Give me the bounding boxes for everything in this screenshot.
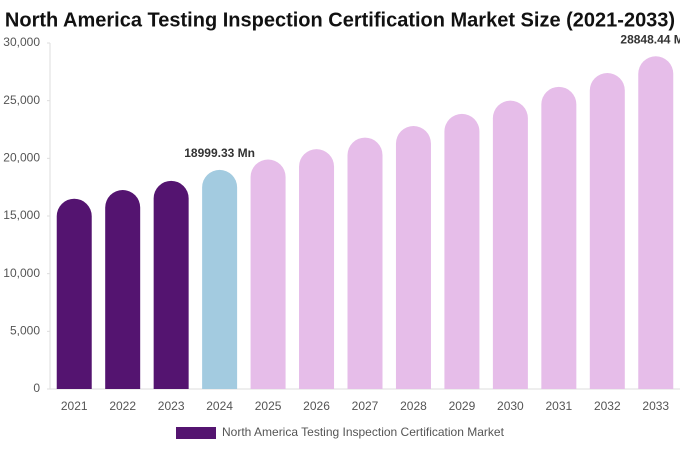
y-tick-label: 15,000	[3, 208, 40, 222]
bar	[105, 190, 141, 389]
x-tick-label: 2028	[400, 399, 427, 413]
x-tick-label: 2023	[158, 399, 185, 413]
bar	[299, 149, 335, 389]
x-tick-label: 2027	[352, 399, 379, 413]
y-tick-label: 0	[33, 381, 40, 395]
data-label: 18999.33 Mn	[184, 146, 255, 160]
y-tick-label: 30,000	[3, 35, 40, 49]
x-tick-label: 2024	[206, 399, 233, 413]
y-tick-label: 10,000	[3, 266, 40, 280]
bar	[153, 180, 189, 389]
bar	[347, 137, 383, 389]
x-tick-label: 2022	[109, 399, 136, 413]
chart-title: North America Testing Inspection Certifi…	[5, 9, 675, 31]
x-tick-label: 2029	[449, 399, 476, 413]
x-tick-label: 2031	[545, 399, 572, 413]
bar	[395, 126, 431, 389]
x-tick-label: 2033	[642, 399, 669, 413]
bar	[589, 72, 625, 389]
x-tick-label: 2021	[61, 399, 88, 413]
y-tick-label: 5,000	[10, 324, 40, 338]
bar	[541, 86, 577, 390]
bar	[250, 159, 286, 389]
bar	[56, 198, 92, 389]
bar	[638, 56, 674, 390]
bar	[444, 113, 480, 389]
x-tick-label: 2032	[594, 399, 621, 413]
legend-label: North America Testing Inspection Certifi…	[222, 425, 505, 439]
y-tick-label: 25,000	[3, 93, 40, 107]
x-tick-label: 2026	[303, 399, 330, 413]
x-tick-label: 2030	[497, 399, 524, 413]
bar	[492, 100, 528, 389]
data-label: 28848.44 Mn	[620, 32, 680, 46]
x-tick-label: 2025	[255, 399, 282, 413]
y-tick-label: 20,000	[3, 151, 40, 165]
bar	[202, 169, 238, 389]
legend-swatch	[176, 427, 216, 439]
